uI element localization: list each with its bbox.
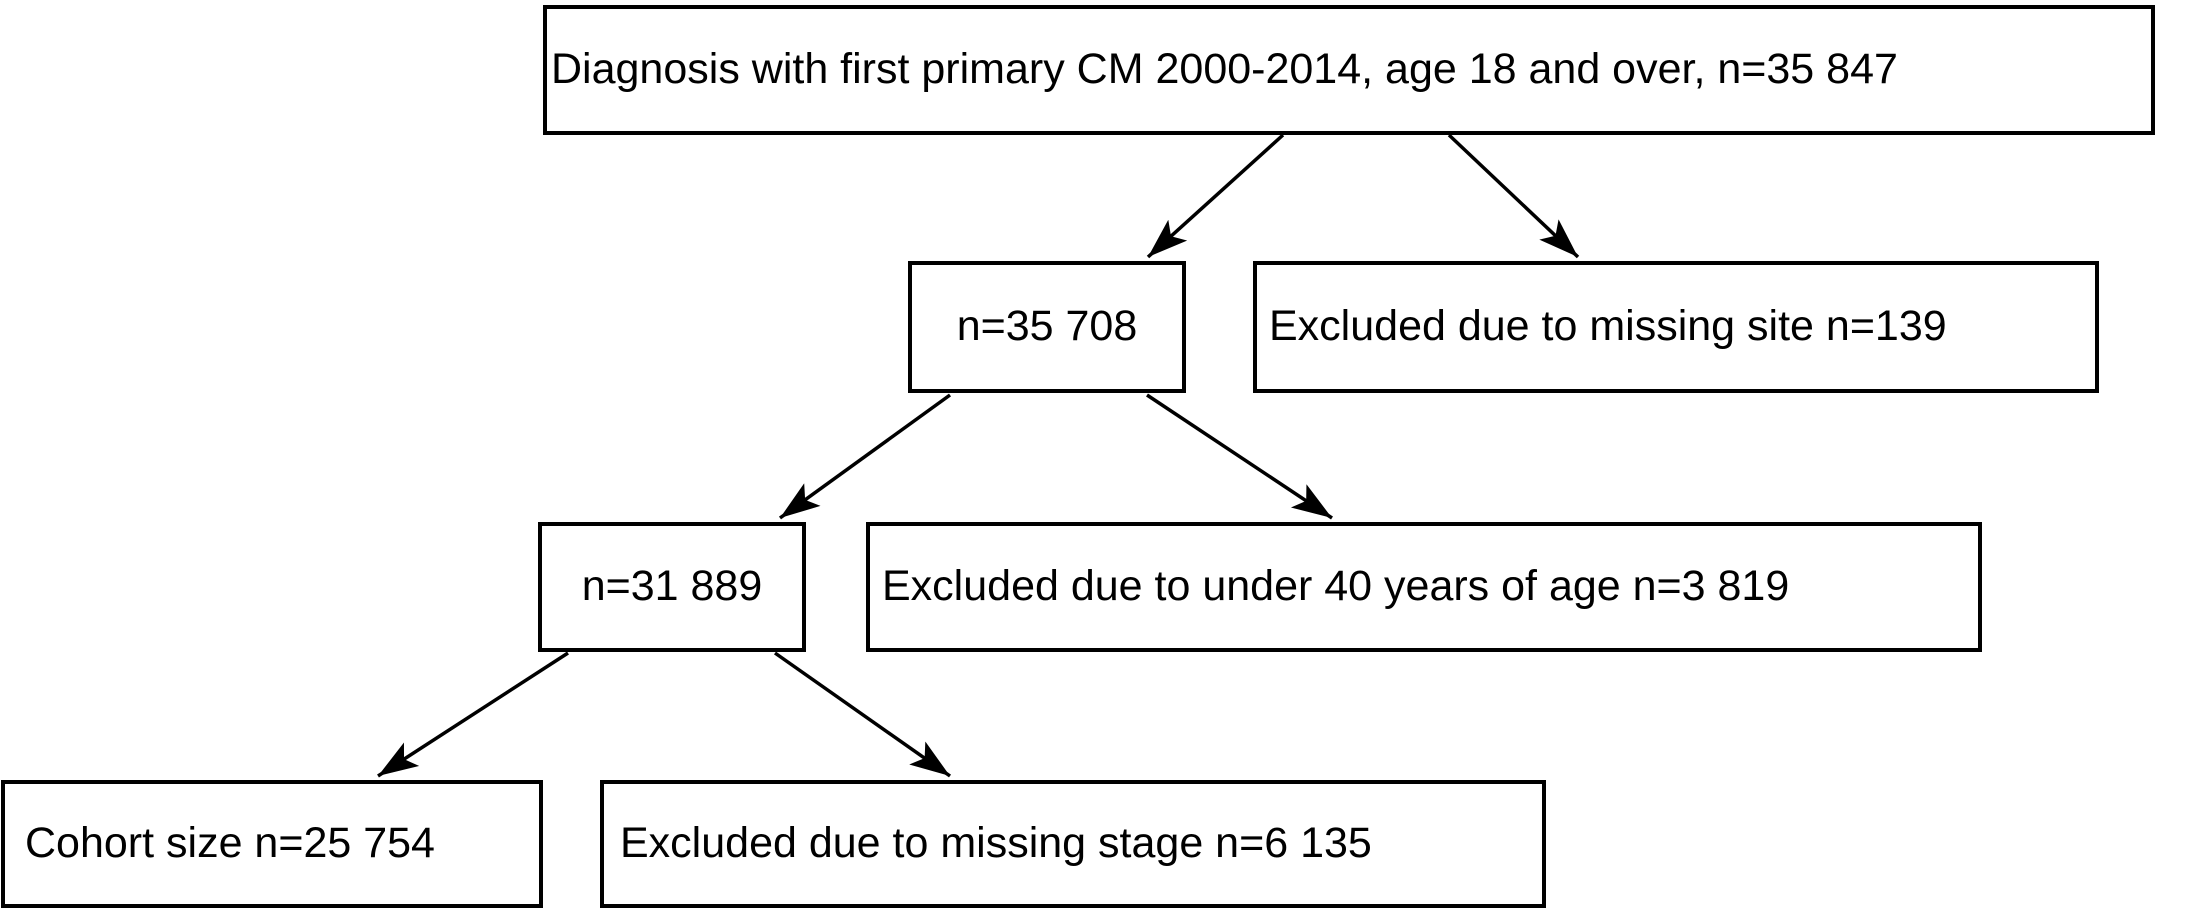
flow-node-diagnosis-population: Diagnosis with first primary CM 2000-201… [543, 5, 2155, 135]
edge-root-step1 [1146, 133, 1285, 259]
edge-root-excl1 [1447, 133, 1580, 259]
edge-step2-final [377, 651, 569, 778]
flow-node-excluded-under-40: Excluded due to under 40 years of age n=… [866, 522, 1982, 652]
edge-step1-step2 [778, 393, 952, 520]
flow-node-cohort-size: Cohort size n=25 754 [1, 780, 543, 908]
flow-node-excluded-missing-site: Excluded due to missing site n=139 [1253, 261, 2099, 393]
edge-step2-excl3 [773, 651, 952, 778]
edge-step1-excl2 [1146, 393, 1333, 520]
flow-node-after-age-exclusion: n=31 889 [538, 522, 806, 652]
flow-node-after-site-exclusion: n=35 708 [908, 261, 1186, 393]
flow-node-excluded-missing-stage: Excluded due to missing stage n=6 135 [600, 780, 1546, 908]
